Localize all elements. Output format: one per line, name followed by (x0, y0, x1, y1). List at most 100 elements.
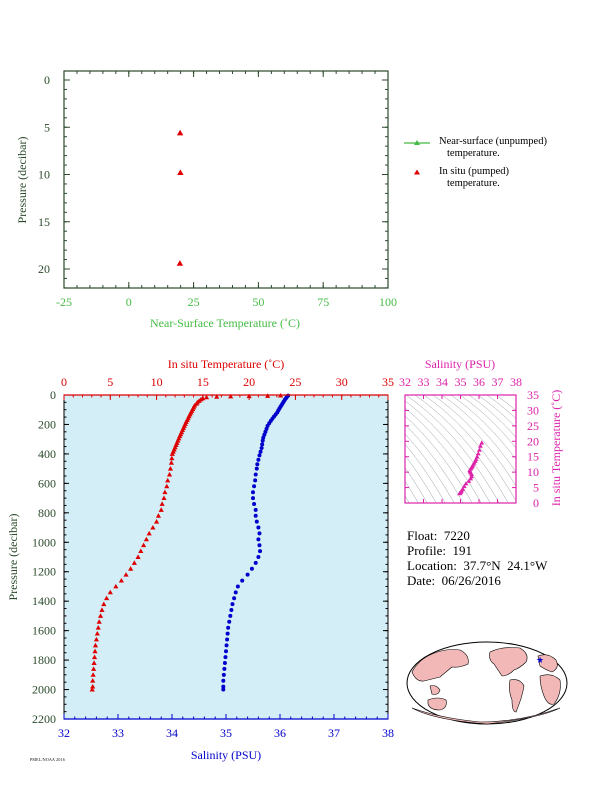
near-surface-y-tick-label: 5 (44, 120, 50, 134)
temperature-profile-point (158, 507, 164, 512)
ts-salinity-tick-label: 35 (455, 375, 467, 389)
temperature-profile-point (107, 589, 113, 595)
australia-landmass (427, 697, 447, 711)
near-surface-marks (176, 129, 184, 266)
temperature-profile-point (138, 548, 144, 554)
salinity-profile-point (232, 596, 237, 601)
africa-landmass (539, 674, 561, 705)
temperature-profile-point (90, 678, 96, 683)
temperature-profile-point (168, 460, 174, 465)
float-location: Location: 37.7°N 24.1°W (407, 558, 548, 573)
salinity-profile-point (257, 543, 262, 548)
salinity-profile-point (227, 619, 232, 624)
ts-density-contour-line (405, 467, 428, 503)
temperature-profile-point (146, 530, 152, 536)
legend-in-situ-label: In situ (pumped) (439, 166, 509, 177)
temperature-tick-label: 15 (197, 375, 209, 389)
temperature-profile-point (92, 642, 99, 648)
salinity-profile-point (224, 649, 228, 654)
salinity-profile-point (251, 490, 255, 495)
ts-density-contour-line (405, 443, 446, 503)
near-surface-temperature-panel: -25 0 25 50 75 100 0 5 10 15 20 Near-Surface Tempe… (15, 70, 397, 330)
ts-point (469, 471, 474, 477)
near-surface-x-tick-label: 0 (126, 295, 132, 309)
near-surface-y-tick-label: 15 (38, 215, 50, 229)
temperature-profile-point (99, 607, 105, 612)
temperature-profile-point (118, 577, 124, 583)
temperature-profile-point (167, 466, 174, 471)
temperature-profile-point (143, 536, 149, 542)
salinity-profile-point (252, 484, 257, 489)
ts-point (479, 440, 485, 445)
footer-credit: PMEL/NOAA 2016 (30, 757, 65, 762)
profile-date: Date: 06/26/2016 (407, 573, 501, 588)
ts-density-contour-line (405, 424, 464, 503)
salinity-tick-label: 37 (328, 726, 340, 740)
pressure-tick-label: 1000 (32, 535, 56, 549)
salinity-profile-point (221, 678, 226, 683)
ts-point (466, 478, 472, 483)
southeast-asia-landmass (429, 685, 441, 695)
salinity-profile-point (224, 643, 229, 648)
salinity-profile-point (222, 666, 227, 671)
salinity-profile-point (251, 496, 255, 501)
float-id: Float: 7220 (407, 528, 470, 543)
map-landmasses (411, 647, 561, 725)
salinity-profile-point (253, 560, 258, 565)
pressure-tick-label: 200 (38, 417, 56, 431)
salinity-profile-point (249, 566, 254, 571)
north-america-landmass (489, 647, 528, 677)
salinity-profile-point (225, 637, 230, 642)
temperature-tick-label: 25 (289, 375, 301, 389)
salinity-profile-point (259, 446, 264, 451)
salinity-profile-point (260, 442, 265, 447)
salinity-profile-point (228, 613, 233, 618)
temperature-tick-label: 10 (151, 375, 163, 389)
ts-salinity-tick-label: 33 (418, 375, 430, 389)
near-surface-y-tick-label: 20 (38, 262, 50, 276)
ts-temperature-tick-label: 30 (527, 403, 539, 417)
ts-temperature-tick-label: 5 (533, 481, 539, 495)
pressure-tick-label: 2200 (32, 712, 56, 726)
salinity-profile-point (221, 687, 226, 692)
temperature-profile-point (203, 394, 210, 400)
temperature-profile-point (96, 619, 102, 624)
ts-temperature-tick-label: 35 (527, 388, 539, 402)
near-surface-x-tick-label: -25 (56, 295, 72, 309)
salinity-profile-point (256, 525, 261, 530)
temperature-profile-point (166, 471, 173, 477)
ts-density-contour-line (405, 455, 437, 503)
temperature-profile-point (94, 630, 100, 636)
ts-point (468, 476, 474, 481)
in-situ-temperature-point (176, 129, 184, 136)
ts-temperature-axis-label: In situ Temperature (˚C) (549, 390, 563, 507)
temperature-profile-point (141, 542, 147, 548)
temperature-tick-label: 5 (107, 375, 113, 389)
temperature-tick-label: 30 (336, 375, 348, 389)
salinity-tick-label: 34 (166, 726, 178, 740)
salinity-profile-point (225, 631, 230, 636)
pressure-tick-label: 1200 (32, 565, 56, 579)
legend-near-surface-label-cont: temperature. (447, 148, 500, 159)
south-america-landmass (509, 679, 525, 713)
float-info-block: Float: 7220 Profile: 191 Location: 37.7°… (407, 528, 547, 588)
near-surface-plot-frame (63, 70, 389, 289)
near-surface-x-tick-label: 25 (188, 295, 200, 309)
ts-point (475, 451, 481, 456)
ts-density-contour-line (405, 433, 455, 503)
temperature-profile-point (164, 483, 170, 489)
salinity-profile-point (235, 584, 240, 589)
temperature-profile-point (165, 477, 171, 483)
temperature-profile-point (93, 636, 99, 642)
ts-temperature-tick-label: 20 (527, 434, 539, 448)
ts-salinity-tick-label: 38 (510, 375, 522, 389)
ts-marks (457, 440, 485, 496)
temperature-profile-point (91, 660, 97, 665)
temperature-profile-point (153, 519, 160, 524)
salinity-profile-point (256, 537, 261, 542)
profile-panel: 0 5 10 15 20 25 30 35 32 33 34 35 36 37 38 0 200 400 600 80… (6, 357, 394, 762)
float-location-marker-icon: ★ (536, 655, 544, 665)
temperature-profile-point (113, 583, 119, 589)
ts-plot-area (405, 395, 516, 503)
